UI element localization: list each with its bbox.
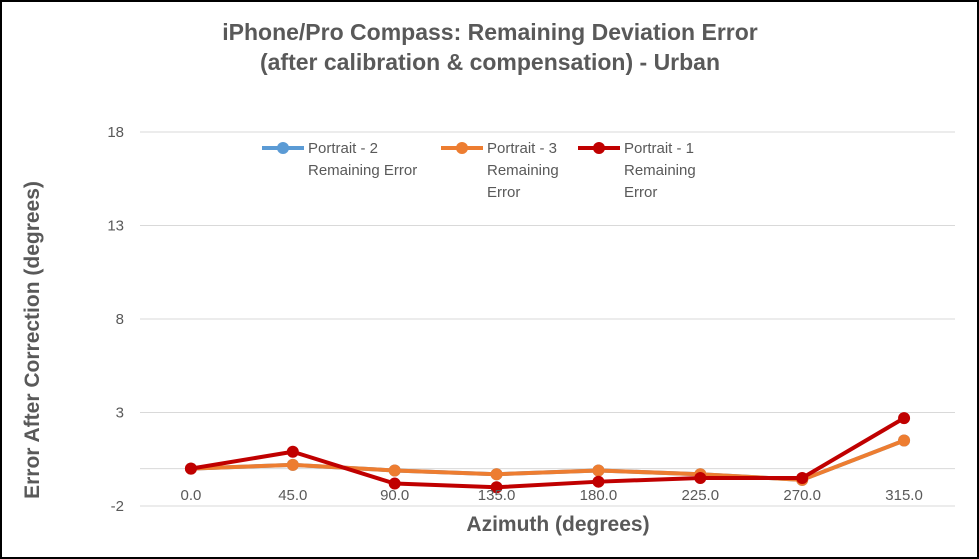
x-tick-label: 90.0: [380, 487, 409, 504]
legend-label: Remaining: [487, 162, 559, 179]
x-axis-ticks: 0.0 45.0 90.0 135.0 180.0 225.0 270.0 315.0: [181, 487, 923, 504]
series-3: [184, 412, 911, 494]
data-point: [796, 471, 809, 484]
legend-label: Error: [624, 184, 657, 201]
y-axis-ticks: 18 13 8 3 -2: [107, 124, 124, 515]
y-tick-label: 3: [116, 405, 124, 422]
series-layer: [184, 412, 911, 494]
data-point: [286, 458, 299, 471]
data-point: [286, 445, 299, 458]
legend-label: Remaining: [624, 162, 696, 179]
legend-swatch-marker: [593, 142, 605, 154]
data-point: [898, 412, 911, 425]
x-tick-label: 180.0: [580, 487, 618, 504]
y-tick-label: 13: [107, 218, 124, 235]
x-tick-label: 315.0: [885, 487, 923, 504]
legend-item-3: Portrait - 1 Remaining Error: [578, 140, 696, 201]
chart-title: iPhone/Pro Compass: Remaining Deviation …: [222, 19, 758, 75]
legend-label: Error: [487, 184, 520, 201]
x-tick-label: 225.0: [682, 487, 720, 504]
x-tick-label: 270.0: [783, 487, 821, 504]
legend: Portrait - 2 Remaining Error Portrait - 3 R…: [262, 140, 696, 201]
legend-label: Portrait - 1: [624, 140, 694, 157]
y-tick-label: 8: [116, 311, 124, 328]
x-tick-label: 135.0: [478, 487, 516, 504]
data-point: [592, 475, 605, 488]
gridlines: [140, 131, 955, 507]
data-point: [184, 462, 197, 475]
x-tick-label: 0.0: [181, 487, 202, 504]
chart-title-line-2: (after calibration & compensation) - Urb…: [260, 49, 720, 75]
x-axis-title: Azimuth (degrees): [466, 513, 649, 536]
legend-label: Portrait - 3: [487, 140, 557, 157]
legend-label: Portrait - 2: [308, 140, 378, 157]
data-point: [694, 471, 707, 484]
y-tick-label: -2: [111, 498, 124, 515]
legend-label: Remaining Error: [308, 162, 417, 179]
data-point: [592, 464, 605, 477]
x-tick-label: 45.0: [278, 487, 307, 504]
series-line: [190, 416, 906, 490]
legend-swatch-marker: [277, 142, 289, 154]
data-point: [388, 464, 401, 477]
data-point: [490, 468, 503, 481]
data-point: [898, 434, 911, 447]
legend-item-2: Portrait - 3 Remaining Error: [441, 140, 559, 201]
series-line: [190, 438, 905, 482]
legend-swatch-marker: [456, 142, 468, 154]
y-tick-label: 18: [107, 124, 124, 141]
data-point: [490, 481, 503, 494]
legend-item-1: Portrait - 2 Remaining Error: [262, 140, 417, 179]
y-axis-title: Error After Correction (degrees): [21, 181, 44, 499]
data-point: [388, 477, 401, 490]
chart-title-line-1: iPhone/Pro Compass: Remaining Deviation …: [222, 19, 758, 45]
